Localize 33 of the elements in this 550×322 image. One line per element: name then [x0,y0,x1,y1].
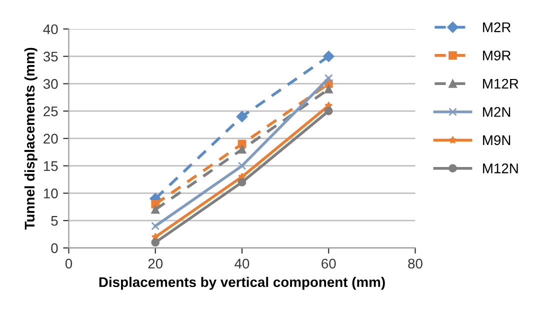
point [238,145,246,154]
y-tick-label: 40 [43,24,58,34]
legend-label: M9R [483,50,511,60]
point [324,106,333,116]
y-tick-label: 25 [44,106,58,116]
x-tick-label: 60 [322,258,336,269]
x-axis-title: Displacements by vertical component (mm) [99,276,385,290]
point [151,238,160,247]
point [236,110,248,122]
y-tick-label: 30 [43,79,58,89]
point [324,74,333,82]
point [151,205,160,214]
x-tick-label: 20 [148,258,163,269]
y-tick-label: 5 [51,216,58,226]
y-tick-label: 10 [44,188,58,198]
legend-label: M9N [483,135,510,146]
x-tick-label: 80 [408,258,422,269]
y-tick-label: 15 [44,161,58,171]
point [238,178,246,186]
point [238,162,246,170]
y-axis-title: Tunnel displacements (mm) [24,48,38,230]
legend-label: M2R [483,22,511,32]
legend-label: M12N [483,164,518,174]
y-tick-label: 20 [44,134,58,144]
legend-label: M2N [483,107,510,117]
y-tick-label: 35 [43,52,58,62]
x-tick-label: 0 [65,258,72,269]
y-tick-label: 0 [51,243,58,254]
point [324,85,333,94]
point [323,50,334,62]
x-tick-label: 40 [234,258,250,269]
point [151,222,160,230]
legend-label: M12R [483,78,518,89]
